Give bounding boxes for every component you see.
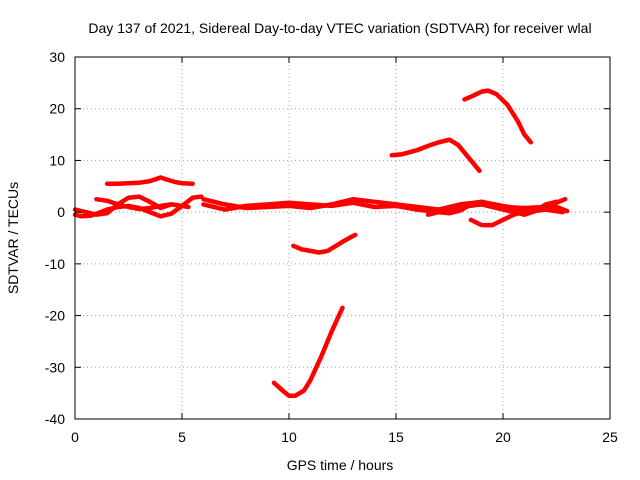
plot-frame bbox=[74, 56, 611, 420]
x-tick-label: 5 bbox=[178, 429, 186, 445]
series-arc-neg-10-13 bbox=[291, 232, 358, 255]
x-tick-label: 10 bbox=[281, 429, 297, 445]
data-series bbox=[72, 88, 570, 398]
series-arc-left-c bbox=[94, 196, 191, 212]
y-tick-label: -30 bbox=[45, 359, 65, 375]
y-axis-label: SDTVAR / TECUs bbox=[5, 182, 21, 294]
y-tick-label: -20 bbox=[45, 308, 65, 324]
series-arc-deep-9-12 bbox=[271, 305, 345, 398]
x-axis-label: GPS time / hours bbox=[287, 457, 394, 473]
x-tick-label: 20 bbox=[495, 429, 511, 445]
series-arc-hump-18-21 bbox=[462, 88, 534, 145]
x-tick-label: 15 bbox=[388, 429, 404, 445]
y-tick-label: 30 bbox=[49, 49, 65, 65]
x-tick-label: 25 bbox=[602, 429, 618, 445]
y-tick-label: 0 bbox=[57, 204, 65, 220]
series-arc-hump-15-18 bbox=[389, 137, 482, 174]
y-tick-label: -40 bbox=[45, 411, 65, 427]
series-arc-upper-left bbox=[104, 175, 195, 186]
series-arc-right-c bbox=[425, 199, 559, 217]
y-tick-label: 10 bbox=[49, 152, 65, 168]
chart-title: Day 137 of 2021, Sidereal Day-to-day VTE… bbox=[88, 20, 591, 36]
x-tick-label: 0 bbox=[71, 429, 79, 445]
y-tick-label: -10 bbox=[45, 256, 65, 272]
axis-ticks: 0 5 10 15 20 25 -40 -30 -20 -10 0 10 20 30 bbox=[45, 49, 618, 445]
y-tick-label: 20 bbox=[49, 101, 65, 117]
grid-lines bbox=[75, 57, 610, 419]
